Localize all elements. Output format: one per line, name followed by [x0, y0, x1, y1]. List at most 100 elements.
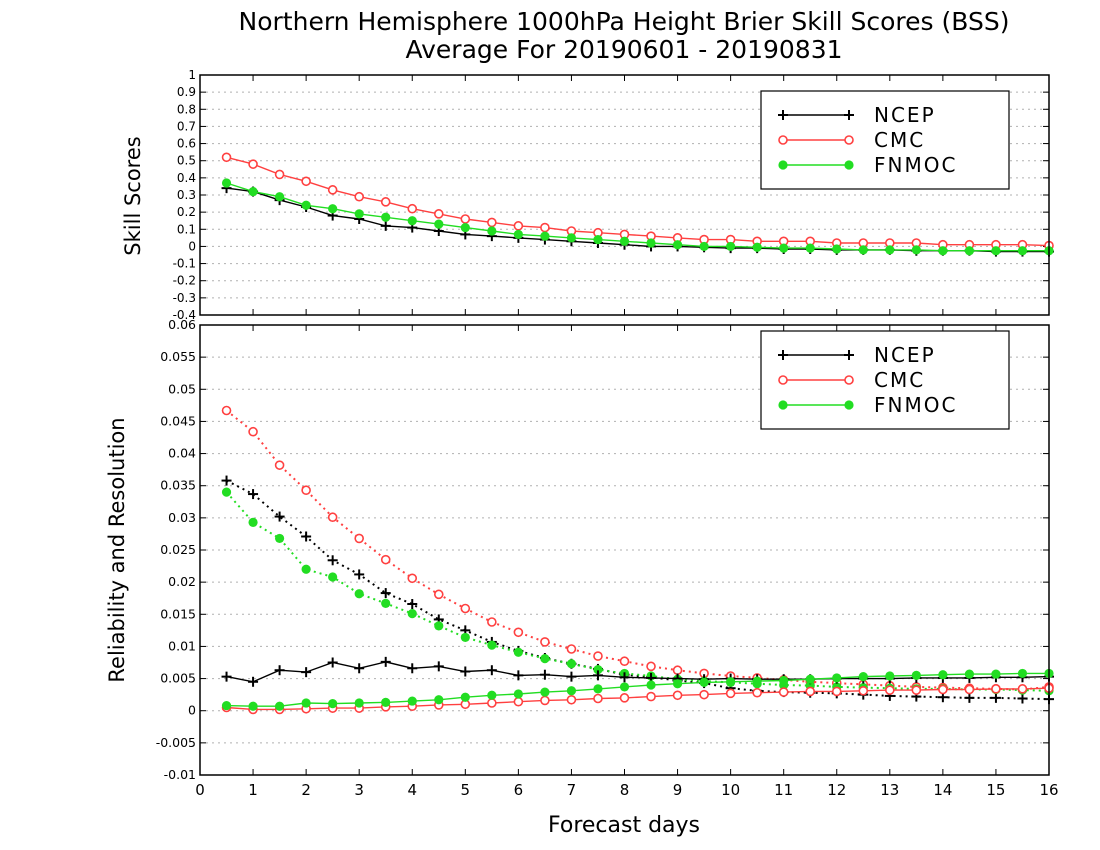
bottom-x-tick-label: 15: [986, 781, 1005, 799]
bottom-data-point: [964, 669, 975, 679]
bottom-data-point: [646, 661, 656, 672]
bottom-x-tick-label: 6: [514, 781, 524, 799]
bottom-data-point: [619, 656, 630, 667]
bottom-legend-label-ncep: NCEP: [874, 343, 936, 367]
chart-title: Northern Hemisphere 1000hPa Height Brier…: [239, 7, 1010, 36]
bottom-data-point: [487, 617, 497, 627]
top-data-point: [566, 233, 577, 243]
bottom-data-point: [540, 637, 550, 647]
bottom-data-point: [726, 677, 736, 687]
top-data-point: [646, 238, 656, 248]
top-y-tick-label: 0.1: [177, 222, 196, 236]
top-data-point: [487, 226, 497, 236]
bottom-data-point: [274, 701, 285, 711]
bottom-data-point: [433, 589, 444, 600]
top-data-point: [381, 212, 391, 222]
bottom-data-point: [593, 664, 603, 675]
bottom-x-tick-label: 8: [620, 781, 630, 799]
bottom-x-tick-label: 4: [407, 781, 417, 799]
top-data-point: [752, 242, 762, 252]
bottom-data-point: [540, 654, 550, 664]
top-data-point: [248, 186, 258, 197]
chart-subtitle: Average For 20190601 - 20190831: [405, 35, 842, 64]
bottom-data-point: [991, 669, 1001, 679]
bottom-x-tick-label: 2: [301, 781, 311, 799]
bottom-data-point: [301, 564, 311, 574]
bottom-x-tick-label: 5: [461, 781, 471, 799]
bottom-y-tick-label: 0.025: [160, 542, 196, 557]
top-y-tick-label: 0.2: [177, 205, 196, 219]
top-series-ncep: [221, 183, 1054, 257]
top-data-point: [380, 197, 391, 207]
bottom-data-point: [619, 682, 630, 692]
top-legend-marker: [778, 160, 788, 170]
top-data-point: [434, 219, 444, 229]
bottom-data-point: [354, 589, 364, 599]
bottom-data-point: [672, 690, 683, 701]
bottom-data-point: [407, 573, 418, 584]
top-y-tick-label: 0.6: [177, 137, 196, 151]
top-y-axis-label: Skill Scores: [121, 136, 145, 255]
bottom-legend-label-cmc: CMC: [874, 368, 925, 392]
top-data-point: [274, 192, 285, 202]
top-data-point: [248, 159, 258, 169]
bottom-data-point: [513, 689, 523, 699]
top-data-point: [540, 231, 550, 241]
top-data-point: [274, 169, 285, 180]
bottom-y-tick-label: 0.02: [168, 574, 196, 589]
bottom-data-point: [672, 665, 683, 676]
bottom-data-point: [221, 405, 232, 416]
bottom-data-point: [460, 692, 470, 702]
top-data-point: [964, 246, 975, 256]
bottom-data-point: [248, 426, 258, 437]
bottom-x-tick-label: 14: [933, 781, 952, 799]
bottom-data-point: [460, 603, 471, 614]
top-legend-marker: [844, 160, 854, 170]
bottom-x-tick-label: 7: [567, 781, 577, 799]
bottom-data-point: [434, 695, 444, 705]
bottom-x-tick-label: 12: [827, 781, 846, 799]
top-data-point: [911, 245, 921, 255]
bottom-data-point: [274, 460, 285, 470]
bottom-y-tick-label: -0.01: [164, 767, 196, 782]
bottom-y-axis-label: Reliability and Resolution: [105, 417, 129, 682]
bottom-y-tick-label: 0.05: [168, 381, 196, 396]
top-y-tick-label: -0.1: [173, 257, 196, 271]
bottom-data-point: [593, 651, 603, 661]
top-data-point: [513, 229, 523, 240]
top-data-point: [726, 241, 736, 252]
bottom-data-point: [858, 685, 869, 696]
bottom-series-line: [226, 687, 1050, 711]
top-data-point: [407, 203, 418, 214]
top-y-tick-label: 0.4: [177, 171, 196, 185]
top-data-point: [672, 240, 683, 250]
bottom-data-point: [274, 533, 285, 544]
top-data-point: [327, 185, 338, 195]
bottom-data-point: [328, 699, 338, 709]
bottom-data-point: [805, 686, 816, 697]
top-data-point: [938, 246, 948, 256]
bottom-data-point: [938, 670, 948, 680]
bottom-data-point: [699, 689, 709, 700]
top-data-point: [885, 245, 895, 255]
top-data-point: [328, 204, 338, 214]
bottom-y-tick-label: 0.04: [168, 446, 196, 461]
top-y-tick-label: 0.8: [177, 102, 196, 116]
bottom-data-point: [487, 698, 497, 708]
bottom-data-point: [1017, 684, 1028, 694]
bottom-data-point: [354, 533, 364, 544]
top-legend-label-fnmoc: FNMOC: [874, 153, 957, 177]
bottom-data-point: [513, 647, 523, 657]
top-series-fnmoc: [221, 178, 1054, 256]
bottom-data-point: [672, 679, 683, 689]
bottom-data-point: [885, 671, 895, 681]
bottom-data-point: [566, 694, 577, 705]
top-data-point: [354, 191, 364, 202]
bottom-data-point: [381, 697, 391, 707]
bottom-legend-label-fnmoc: FNMOC: [874, 393, 957, 417]
top-data-point: [699, 241, 709, 252]
bottom-data-point: [619, 693, 630, 703]
bottom-y-tick-label: 0.045: [160, 413, 196, 428]
bottom-data-point: [699, 677, 709, 688]
